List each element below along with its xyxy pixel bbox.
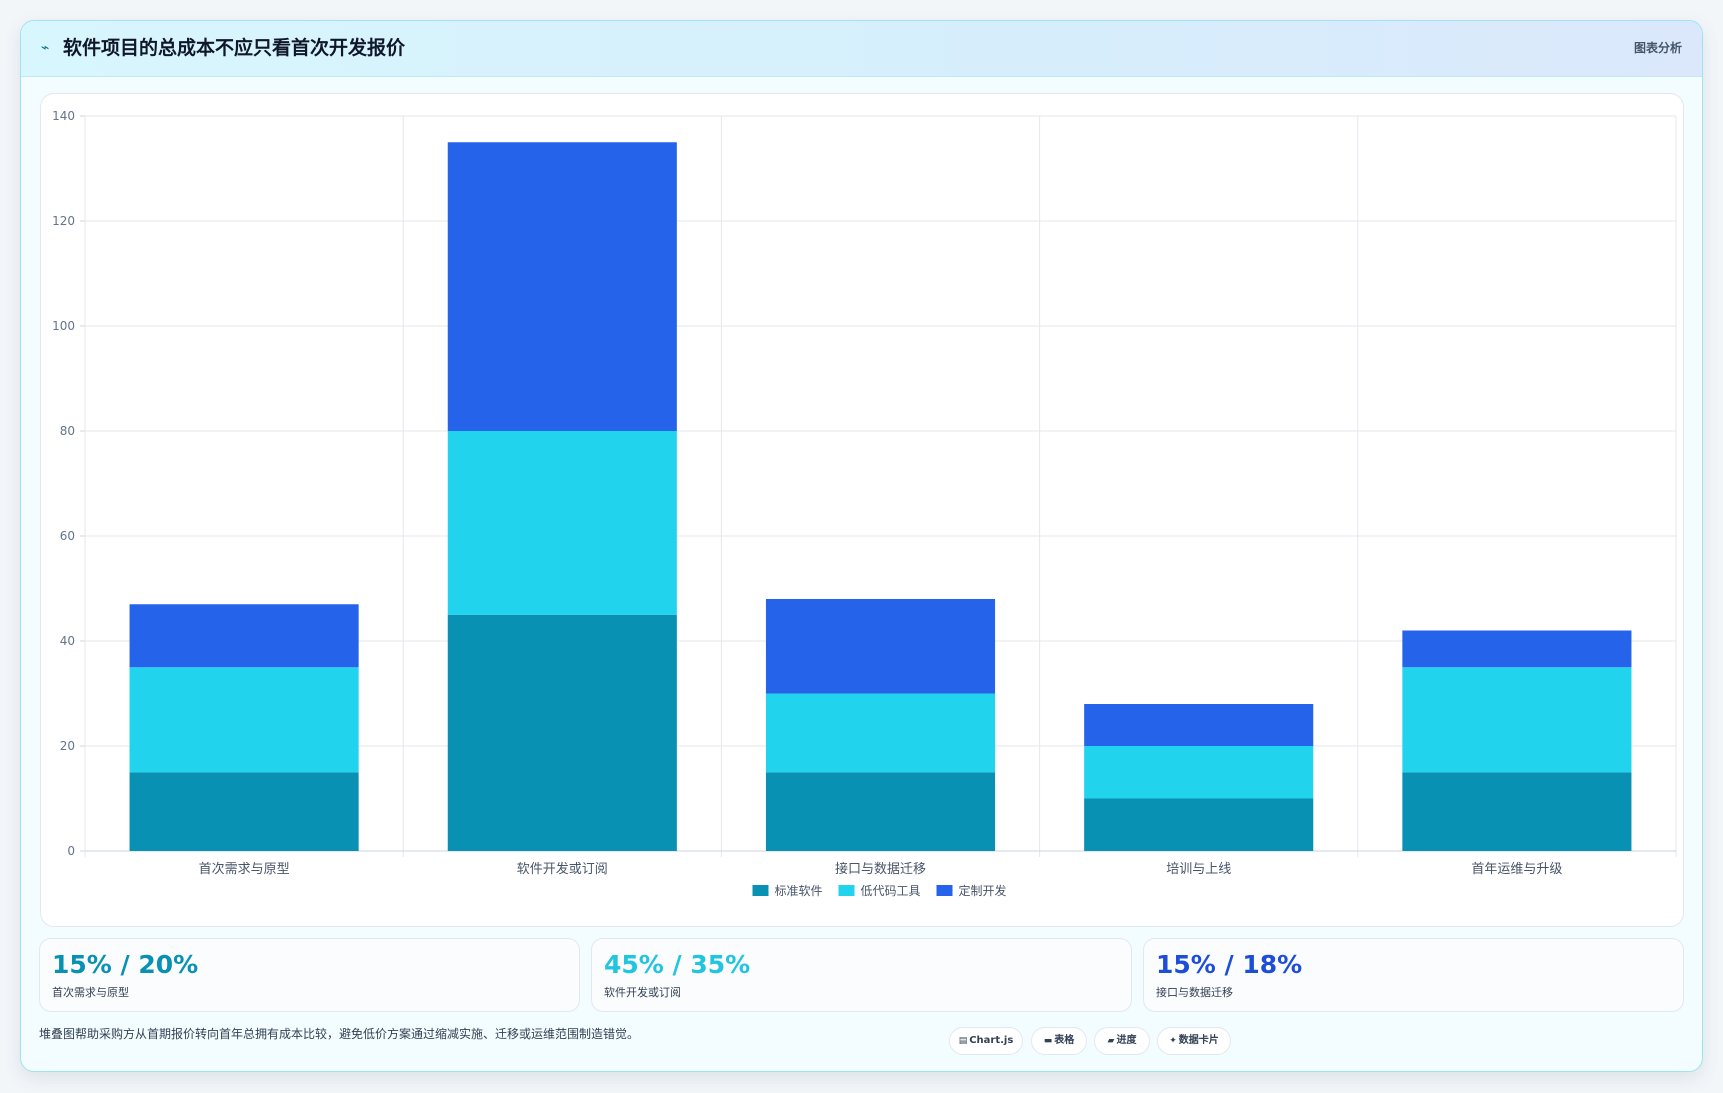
bar-segment — [1084, 798, 1314, 851]
legend-label: 低代码工具 — [861, 884, 921, 898]
chip-label: 表格 — [1054, 1035, 1075, 1046]
y-tick-label: 120 — [52, 214, 75, 228]
y-tick-label: 20 — [60, 739, 75, 753]
legend-swatch — [752, 885, 769, 896]
kpi-label: 首次需求与原型 — [52, 986, 129, 999]
bar-segment — [1084, 746, 1314, 799]
bar-segment — [765, 599, 996, 694]
bar-segment — [129, 772, 359, 851]
y-tick-label: 60 — [60, 529, 75, 543]
chip-data-cards[interactable]: ✦ 数据卡片 — [1157, 1027, 1231, 1055]
bar-segment — [1402, 630, 1632, 668]
bar-segment — [765, 772, 996, 851]
chart-footnote: 堆叠图帮助采购方从首期报价转向首年总拥有成本比较，避免低价方案通过缩减实施、迁移… — [39, 1027, 640, 1041]
bar-segment — [447, 431, 677, 615]
page-title: 软件项目的总成本不应只看首次开发报价 — [63, 37, 406, 59]
y-tick-label: 40 — [60, 634, 75, 648]
kpi-value: 15% / 18% — [1156, 950, 1303, 979]
bar-segment — [447, 614, 677, 851]
chart-card: ⌁ 软件项目的总成本不应只看首次开发报价 图表分析 0 20 40 60 80 100 12… — [20, 20, 1703, 1072]
legend-swatch — [838, 885, 855, 896]
chart-analysis-tag[interactable]: 图表分析 — [1633, 41, 1682, 55]
bar-segment — [1084, 704, 1314, 746]
legend-label: 定制开发 — [959, 883, 1007, 898]
chip-label: 进度 — [1116, 1035, 1137, 1046]
y-tick-label: 0 — [67, 844, 75, 858]
sparkle-icon: ✦ — [1169, 1036, 1177, 1046]
legend-swatch — [936, 885, 953, 896]
bar-segment — [1402, 667, 1632, 773]
y-tick-label: 140 — [52, 109, 75, 123]
chip-label: Chart.js — [969, 1035, 1014, 1046]
kpi-card-2: 45% / 35% 软件开发或订阅 — [591, 938, 1132, 1012]
bar-segment — [1402, 772, 1632, 851]
kpi-card-1: 15% / 20% 首次需求与原型 — [39, 938, 580, 1012]
bar-segment — [447, 142, 677, 431]
bar-segment — [129, 604, 359, 668]
progress-icon: ▰ — [1107, 1036, 1115, 1046]
y-tick-label: 100 — [52, 319, 75, 333]
kpi-value: 15% / 20% — [52, 950, 199, 979]
card-header: ⌁ 软件项目的总成本不应只看首次开发报价 图表分析 — [21, 21, 1702, 77]
kpi-card-3: 15% / 18% 接口与数据迁移 — [1143, 938, 1684, 1012]
legend-label: 标准软件 — [775, 884, 823, 898]
kpi-label: 接口与数据迁移 — [1156, 986, 1233, 999]
wave-icon: ⌁ — [41, 40, 50, 56]
bar-segment — [765, 693, 996, 773]
chip-table[interactable]: ▬ 表格 — [1031, 1027, 1087, 1055]
chip-progress[interactable]: ▰ 进度 — [1094, 1027, 1150, 1055]
x-tick-label: 接口与数据迁移 — [835, 861, 926, 877]
table-icon: ▬ — [1043, 1036, 1053, 1046]
x-tick-label: 培训与上线 — [1166, 861, 1231, 877]
x-tick-label: 软件开发或订阅 — [517, 861, 608, 877]
y-tick-label: 80 — [60, 424, 75, 438]
stacked-bar-chart: 0 20 40 60 80 100 120 140 首次需求与原型 软件开发或订阅 接口与数据迁移 培… — [52, 109, 1677, 898]
x-tick-label: 首年运维与升级 — [1471, 862, 1562, 877]
x-tick-label: 首次需求与原型 — [199, 861, 290, 877]
kpi-label: 软件开发或订阅 — [604, 986, 681, 999]
chip-label: 数据卡片 — [1178, 1035, 1219, 1046]
bar-segment — [129, 667, 359, 773]
chart-icon: ▤ — [958, 1036, 968, 1046]
chip-chartjs[interactable]: ▤ Chart.js — [949, 1027, 1023, 1055]
chart-panel: 0 20 40 60 80 100 120 140 首次需求与原型 软件开发或订阅 接口与数据迁移 培… — [40, 93, 1684, 927]
kpi-value: 45% / 35% — [604, 950, 751, 979]
